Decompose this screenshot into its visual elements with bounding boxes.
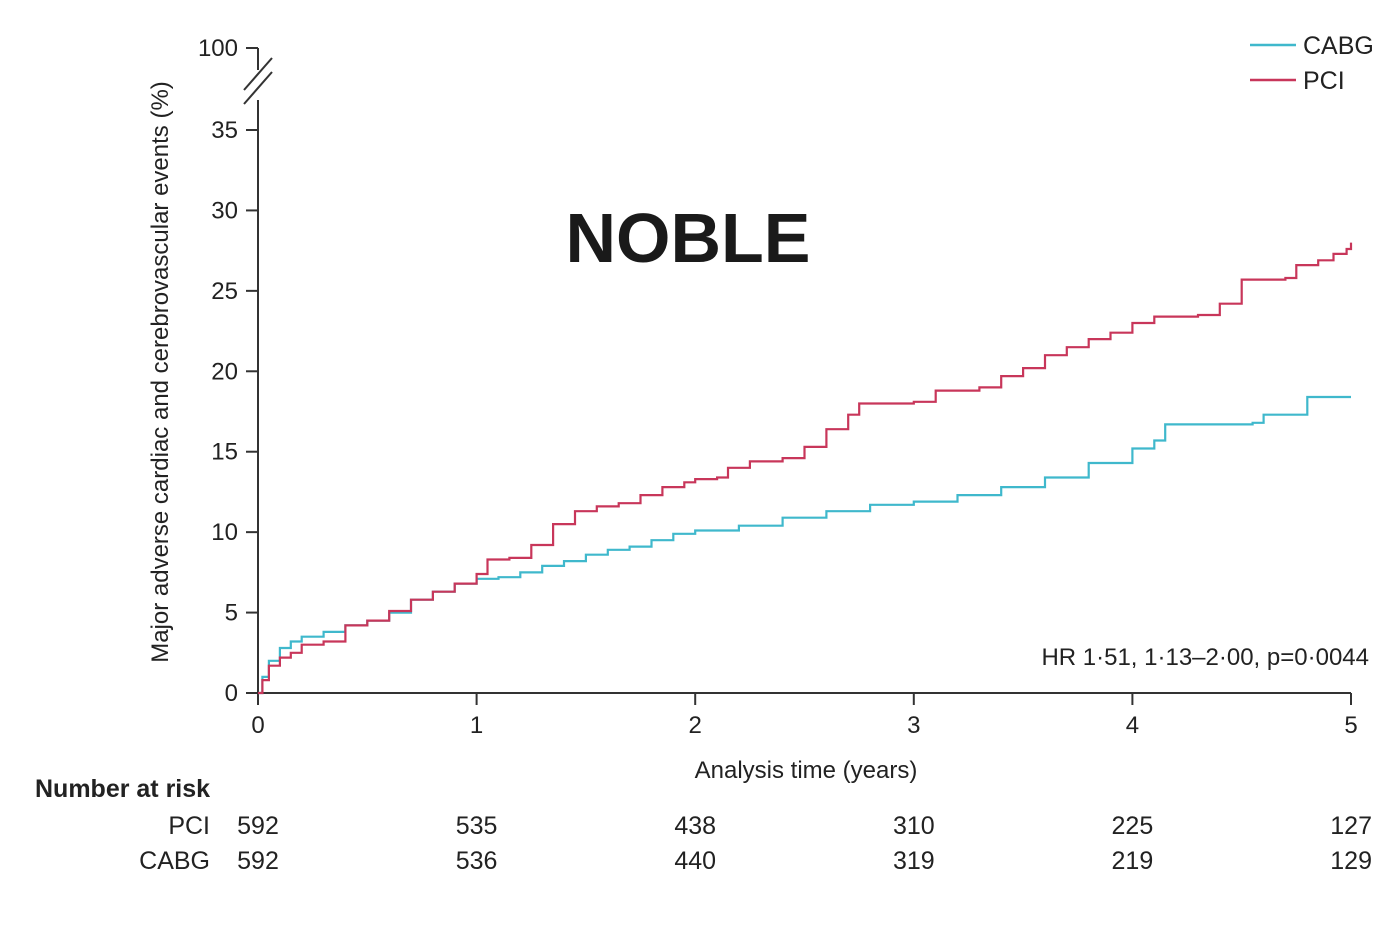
y-tick-label: 5 xyxy=(225,600,238,627)
legend-label-pci: PCI xyxy=(1303,67,1345,95)
chart-title: NOBLE xyxy=(566,199,811,277)
y-tick-label: 0 xyxy=(225,680,238,707)
risk-row-label: PCI xyxy=(168,812,210,840)
legend-label-cabg: CABG xyxy=(1303,32,1374,60)
y-axis-break-mark xyxy=(243,71,273,105)
risk-value: 592 xyxy=(237,847,279,875)
risk-value: 536 xyxy=(456,847,498,875)
y-tick-label: 100 xyxy=(198,35,238,62)
y-axis-break-mark xyxy=(243,57,273,91)
y-tick-label: 20 xyxy=(211,358,238,385)
y-tick-label: 15 xyxy=(211,439,238,466)
y-axis-title: Major adverse cardiac and cerebrovascula… xyxy=(147,81,174,663)
x-axis-title: Analysis time (years) xyxy=(695,757,918,784)
risk-table-header: Number at risk xyxy=(35,775,210,803)
risk-value: 440 xyxy=(674,847,716,875)
risk-table: PCI 592 535 438 310 225 127 CABG 592 536 440 319 219… xyxy=(139,812,1372,875)
x-tick-label: 3 xyxy=(907,712,920,739)
axes: 100 0 5 10 15 20 25 30 35 0 1 2 3 4 5 xyxy=(198,35,1358,739)
risk-value: 219 xyxy=(1112,847,1154,875)
x-tick-label: 4 xyxy=(1126,712,1139,739)
series-line-pci xyxy=(258,242,1353,695)
risk-value: 129 xyxy=(1330,847,1372,875)
risk-value: 592 xyxy=(237,812,279,840)
risk-row-label: CABG xyxy=(139,847,210,875)
y-tick-label: 35 xyxy=(211,117,238,144)
x-tick-label: 2 xyxy=(689,712,702,739)
y-tick-label: 30 xyxy=(211,197,238,224)
y-tick-label: 10 xyxy=(211,519,238,546)
x-tick-label: 0 xyxy=(251,712,264,739)
risk-value: 535 xyxy=(456,812,498,840)
series-group xyxy=(258,242,1353,695)
x-tick-label: 5 xyxy=(1344,712,1357,739)
risk-value: 127 xyxy=(1330,812,1372,840)
x-tick-label: 1 xyxy=(470,712,483,739)
risk-value: 310 xyxy=(893,812,935,840)
risk-value: 438 xyxy=(674,812,716,840)
y-tick-label: 25 xyxy=(211,278,238,305)
risk-value: 319 xyxy=(893,847,935,875)
legend: CABG PCI xyxy=(1250,32,1374,95)
risk-value: 225 xyxy=(1112,812,1154,840)
hr-annotation: HR 1·51, 1·13–2·00, p=0·0044 xyxy=(1041,644,1369,671)
